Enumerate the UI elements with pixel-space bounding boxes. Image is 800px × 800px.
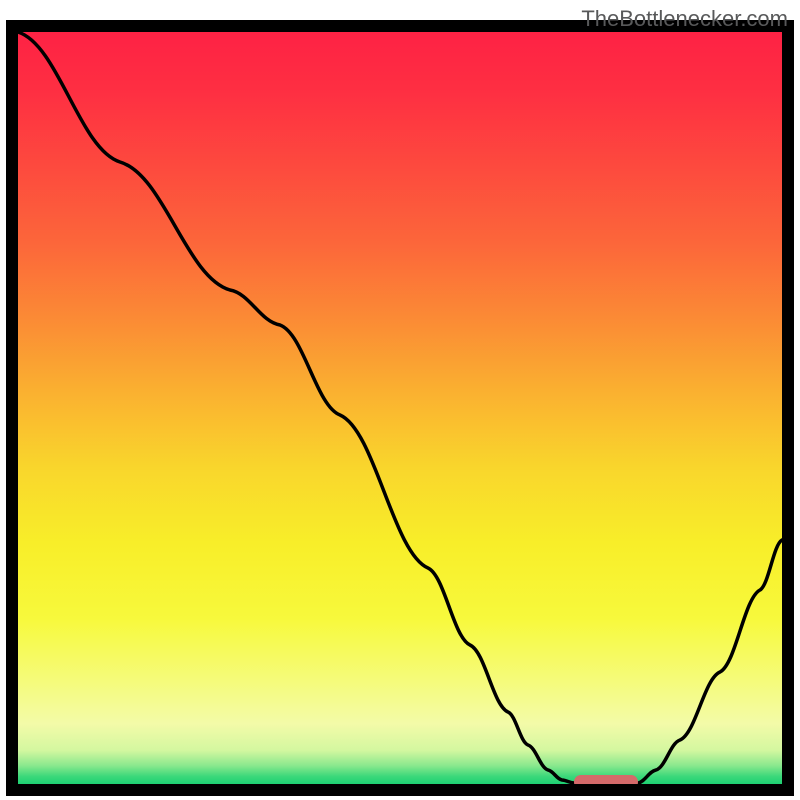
watermark-text: TheBottlenecker.com [581, 6, 788, 32]
bottleneck-chart: TheBottlenecker.com [0, 0, 800, 800]
chart-canvas [0, 0, 800, 800]
